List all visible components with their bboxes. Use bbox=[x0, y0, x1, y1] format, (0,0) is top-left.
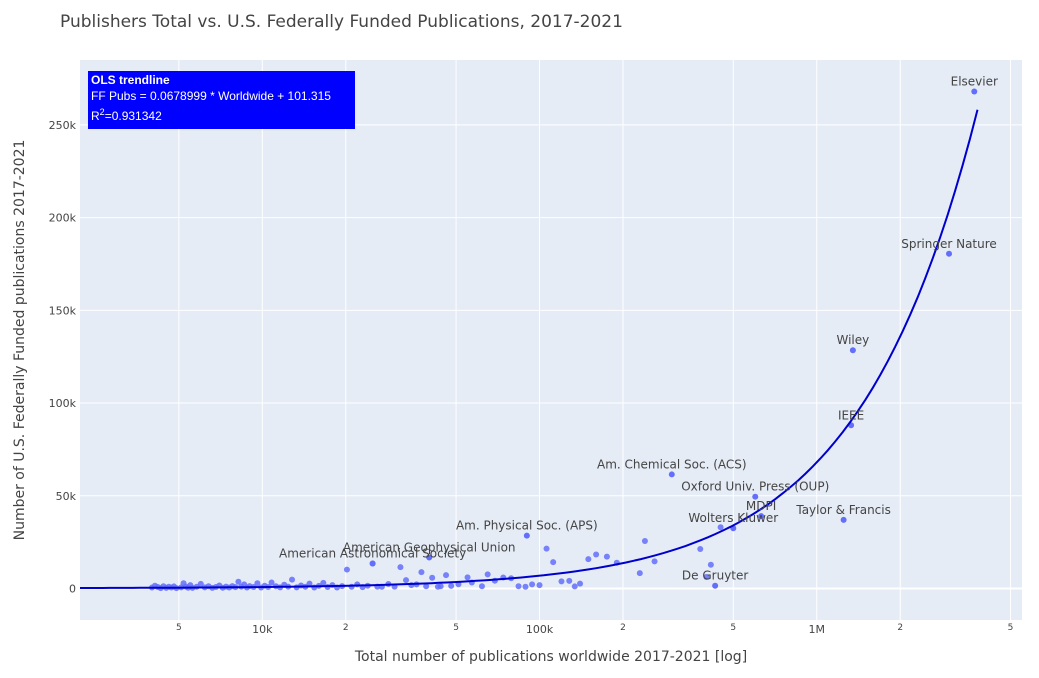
data-point bbox=[306, 580, 313, 587]
labeled-data-point bbox=[668, 471, 675, 478]
labeled-data-point bbox=[758, 513, 765, 520]
data-point bbox=[254, 580, 261, 587]
data-point bbox=[522, 583, 529, 590]
labeled-data-point bbox=[840, 516, 847, 523]
y-tick-label: 0 bbox=[69, 582, 76, 595]
point-label: Springer Nature bbox=[901, 237, 997, 251]
data-point bbox=[464, 574, 471, 581]
x-tick-label: 5 bbox=[176, 623, 182, 633]
data-point bbox=[717, 524, 724, 531]
point-label: De Gruyter bbox=[682, 569, 748, 583]
data-point bbox=[558, 578, 565, 585]
y-tick-label: 100k bbox=[49, 397, 77, 410]
point-label: Wiley bbox=[837, 333, 870, 347]
labeled-data-point bbox=[849, 347, 856, 354]
x-tick-label: 5 bbox=[453, 623, 459, 633]
data-point bbox=[641, 538, 648, 545]
x-tick-label: 2 bbox=[620, 623, 626, 633]
labeled-data-point bbox=[752, 493, 759, 500]
point-annotations: Elsevier Springer Nature Wiley IEEE Am. Chem… bbox=[279, 75, 998, 583]
trendline bbox=[80, 109, 979, 589]
y-tick-label: 200k bbox=[49, 212, 77, 225]
labeled-data-point bbox=[946, 250, 953, 257]
point-label: IEEE bbox=[838, 408, 864, 422]
data-point bbox=[443, 572, 450, 579]
point-label: Wolters Kluwer bbox=[688, 511, 778, 525]
data-point bbox=[697, 545, 704, 552]
x-axis-ticks: 5 10k 2 5 100k 2 5 1M 2 5 bbox=[176, 623, 1013, 636]
point-label: MDPI bbox=[746, 499, 776, 513]
data-point bbox=[289, 576, 296, 583]
y-tick-label: 50k bbox=[56, 490, 77, 503]
y-tick-label: 250k bbox=[49, 119, 77, 132]
point-label: Elsevier bbox=[951, 75, 998, 89]
plot-background bbox=[80, 60, 1022, 620]
data-point bbox=[429, 574, 436, 581]
point-label: Am. Physical Soc. (APS) bbox=[456, 519, 598, 533]
y-axis-title: Number of U.S. Federally Funded publicat… bbox=[12, 140, 28, 541]
r2-value: =0.931342 bbox=[104, 109, 162, 123]
trendline-box-title: OLS trendline bbox=[91, 73, 170, 87]
y-tick-label: 150k bbox=[49, 304, 77, 317]
data-point bbox=[235, 578, 242, 585]
data-point bbox=[197, 580, 204, 587]
data-point bbox=[707, 561, 714, 568]
trendline-equation: FF Pubs = 0.0678999 * Worldwide + 101.31… bbox=[91, 89, 331, 103]
x-tick-label: 100k bbox=[526, 623, 554, 636]
data-point bbox=[403, 577, 410, 584]
labeled-data-point bbox=[369, 560, 376, 567]
data-point bbox=[577, 580, 584, 587]
labeled-data-point bbox=[971, 88, 978, 95]
chart-title: Publishers Total vs. U.S. Federally Fund… bbox=[60, 12, 623, 32]
data-point bbox=[636, 570, 643, 577]
data-point bbox=[397, 564, 404, 571]
data-point bbox=[603, 553, 610, 560]
point-label: Taylor & Francis bbox=[795, 503, 891, 517]
data-point bbox=[437, 583, 444, 590]
labeled-data-point bbox=[712, 582, 719, 589]
x-tick-label: 2 bbox=[897, 623, 903, 633]
trendline-r-squared: R2=0.931342 bbox=[91, 104, 352, 124]
data-point bbox=[651, 558, 658, 565]
trendline-info-box: OLS trendline FF Pubs = 0.0678999 * Worl… bbox=[88, 71, 355, 129]
x-tick-label: 10k bbox=[252, 623, 273, 636]
data-point bbox=[550, 559, 557, 566]
x-tick-label: 2 bbox=[343, 623, 349, 633]
data-point bbox=[529, 581, 536, 588]
point-label: American Astronomical Society bbox=[279, 546, 466, 560]
labeled-data-point bbox=[523, 532, 530, 539]
data-point bbox=[566, 577, 573, 584]
data-point bbox=[515, 583, 522, 590]
data-point bbox=[543, 545, 550, 552]
data-point bbox=[423, 583, 430, 590]
x-tick-label: 1M bbox=[809, 623, 826, 636]
data-point bbox=[320, 579, 327, 586]
data-point bbox=[448, 582, 455, 589]
x-tick-label: 5 bbox=[1008, 623, 1014, 633]
data-point bbox=[484, 571, 491, 578]
y-axis-ticks: 0 50k 100k 150k 200k 250k bbox=[49, 119, 77, 596]
data-point bbox=[268, 579, 275, 586]
data-point bbox=[343, 566, 350, 573]
data-point bbox=[478, 583, 485, 590]
data-point bbox=[571, 583, 578, 590]
trendline-path bbox=[80, 109, 979, 589]
data-point bbox=[536, 582, 543, 589]
x-axis-title: Total number of publications worldwide 2… bbox=[354, 649, 747, 665]
r2-superscript: 2 bbox=[99, 107, 105, 117]
point-label: Am. Chemical Soc. (ACS) bbox=[597, 457, 747, 471]
point-label: American Geophysical Union bbox=[343, 540, 516, 554]
point-label: Oxford Univ. Press (OUP) bbox=[681, 480, 829, 494]
data-point bbox=[703, 573, 710, 580]
data-point bbox=[593, 551, 600, 558]
labeled-data-point bbox=[426, 554, 433, 561]
r2-label: R bbox=[91, 109, 100, 123]
x-tick-label: 5 bbox=[730, 623, 736, 633]
data-point bbox=[418, 569, 425, 576]
data-point bbox=[585, 556, 592, 563]
